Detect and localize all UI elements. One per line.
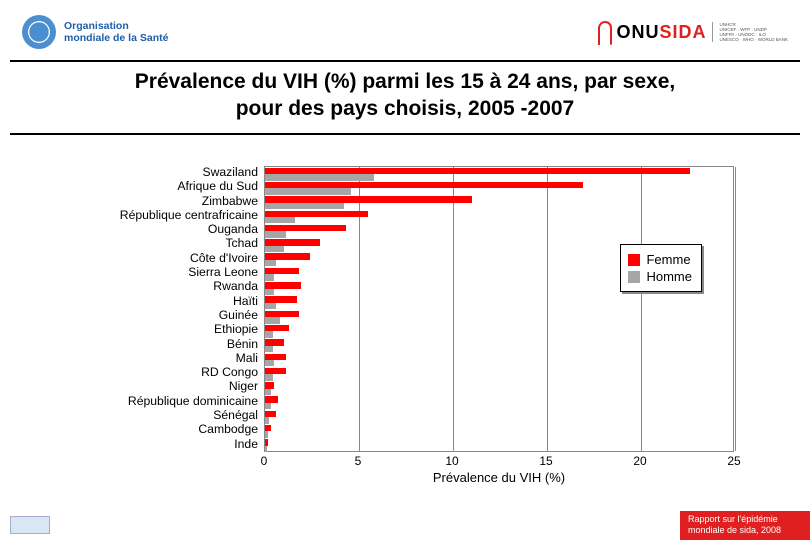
title-band: Prévalence du VIH (%) parmi les 15 à 24 …: [10, 60, 800, 135]
bar-homme: [265, 217, 295, 223]
legend-label: Homme: [646, 269, 692, 284]
onusida-wordmark: ONUSIDA: [616, 22, 706, 43]
bar-row: [265, 339, 733, 353]
bar-homme: [265, 417, 269, 423]
category-labels: SwazilandAfrique du SudZimbabweRépubliqu…: [92, 166, 262, 452]
category-label: Mali: [92, 352, 262, 366]
plot-region: [264, 166, 734, 452]
bar-homme: [265, 374, 273, 380]
legend-label: Femme: [646, 252, 690, 267]
bar-row: [265, 367, 733, 381]
bar-row: [265, 424, 733, 438]
category-label: RD Congo: [92, 366, 262, 380]
bar-homme: [265, 203, 344, 209]
category-label: République dominicaine: [92, 395, 262, 409]
bar-homme: [265, 317, 280, 323]
bar-homme: [265, 431, 268, 437]
category-label: Haïti: [92, 295, 262, 309]
legend: Femme Homme: [620, 244, 702, 292]
bar-homme: [265, 188, 351, 194]
category-label: Sierra Leone: [92, 266, 262, 280]
onusida-red: SIDA: [659, 22, 706, 42]
category-label: Ouganda: [92, 223, 262, 237]
bar-homme: [265, 174, 374, 180]
category-label: Afrique du Sud: [92, 180, 262, 194]
header-logos: Organisation mondiale de la Santé ONUSID…: [0, 0, 810, 60]
who-line2: mondiale de la Santé: [64, 32, 168, 44]
bar-homme: [265, 231, 286, 237]
bar-homme: [265, 331, 273, 337]
grid-line: [735, 167, 736, 451]
category-label: Niger: [92, 380, 262, 394]
who-line1: Organisation: [64, 20, 168, 32]
x-tick: 25: [727, 454, 740, 468]
category-label: République centrafricaine: [92, 209, 262, 223]
footer-tab: [10, 516, 50, 534]
footer-citation: Rapport sur l'épidémie mondiale de sida,…: [680, 511, 810, 540]
bar-homme: [265, 303, 276, 309]
category-label: Zimbabwe: [92, 195, 262, 209]
title-line1: Prévalence du VIH (%) parmi les 15 à 24 …: [135, 70, 675, 93]
category-label: Tchad: [92, 237, 262, 251]
cosponsor-line: UNESCO · WHO · WORLD BANK: [719, 37, 788, 42]
bar-row: [265, 310, 733, 324]
bar-homme: [265, 403, 271, 409]
bar-row: [265, 224, 733, 238]
citation-line2: mondiale de sida, 2008: [688, 525, 802, 536]
legend-item: Femme: [628, 252, 692, 267]
bar-row: [265, 196, 733, 210]
category-label: Côte d'Ivoire: [92, 252, 262, 266]
ribbon-icon: [596, 21, 610, 43]
chart-title: Prévalence du VIH (%) parmi les 15 à 24 …: [14, 68, 796, 123]
bar-row: [265, 181, 733, 195]
category-label: Guinée: [92, 309, 262, 323]
bar-row: [265, 296, 733, 310]
bar-row: [265, 381, 733, 395]
bar-row: [265, 439, 733, 453]
bar-homme: [265, 360, 274, 366]
cosponsor-list: UNHCR UNICEF · WFP · UNDP UNFPA · UNODC …: [712, 22, 788, 43]
who-text: Organisation mondiale de la Santé: [64, 20, 168, 44]
bar-homme: [265, 274, 274, 280]
bar-homme: [265, 346, 273, 352]
who-logo: Organisation mondiale de la Santé: [22, 15, 168, 49]
bar-homme: [265, 260, 276, 266]
citation-line1: Rapport sur l'épidémie: [688, 514, 802, 525]
bar-row: [265, 353, 733, 367]
bar-row: [265, 210, 733, 224]
x-tick: 10: [445, 454, 458, 468]
category-label: Inde: [92, 438, 262, 452]
legend-swatch: [628, 271, 640, 283]
bar-homme: [265, 289, 274, 295]
bar-homme: [265, 389, 271, 395]
bar-row: [265, 396, 733, 410]
bar-row: [265, 167, 733, 181]
legend-swatch: [628, 254, 640, 266]
title-line2: pour des pays choisis, 2005 -2007: [236, 97, 575, 120]
category-label: Bénin: [92, 338, 262, 352]
onusida-black: ONU: [616, 22, 659, 42]
bar-homme: [265, 446, 267, 452]
x-tick: 20: [633, 454, 646, 468]
category-label: Rwanda: [92, 280, 262, 294]
x-tick: 0: [261, 454, 268, 468]
bar-row: [265, 410, 733, 424]
legend-item: Homme: [628, 269, 692, 284]
x-tick: 15: [539, 454, 552, 468]
x-tick: 5: [355, 454, 362, 468]
category-label: Ethiopie: [92, 323, 262, 337]
category-label: Cambodge: [92, 423, 262, 437]
x-axis-title: Prévalence du VIH (%): [264, 470, 734, 485]
unaids-logo: ONUSIDA UNHCR UNICEF · WFP · UNDP UNFPA …: [596, 21, 788, 43]
bar-homme: [265, 246, 284, 252]
bar-row: [265, 324, 733, 338]
chart-area: SwazilandAfrique du SudZimbabweRépubliqu…: [92, 166, 752, 496]
category-label: Swaziland: [92, 166, 262, 180]
who-emblem-icon: [22, 15, 56, 49]
category-label: Sénégal: [92, 409, 262, 423]
